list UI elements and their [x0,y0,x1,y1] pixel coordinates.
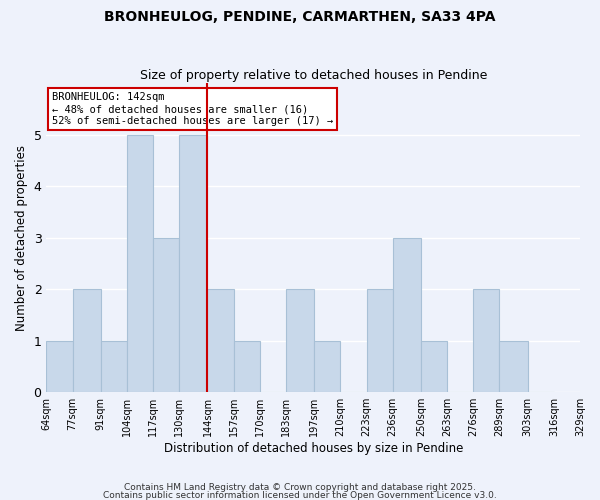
Text: BRONHEULOG: 142sqm
← 48% of detached houses are smaller (16)
52% of semi-detache: BRONHEULOG: 142sqm ← 48% of detached hou… [52,92,333,126]
Bar [286,289,314,392]
Bar [233,340,260,392]
Bar [179,134,208,392]
Bar [473,289,499,392]
Text: Contains public sector information licensed under the Open Government Licence v3: Contains public sector information licen… [103,490,497,500]
Bar [393,238,421,392]
Bar [101,340,127,392]
X-axis label: Distribution of detached houses by size in Pendine: Distribution of detached houses by size … [164,442,463,455]
Bar [499,340,527,392]
Bar [208,289,233,392]
Text: Contains HM Land Registry data © Crown copyright and database right 2025.: Contains HM Land Registry data © Crown c… [124,483,476,492]
Bar [153,238,179,392]
Bar [73,289,101,392]
Text: BRONHEULOG, PENDINE, CARMARTHEN, SA33 4PA: BRONHEULOG, PENDINE, CARMARTHEN, SA33 4P… [104,10,496,24]
Bar [127,134,153,392]
Bar [314,340,340,392]
Title: Size of property relative to detached houses in Pendine: Size of property relative to detached ho… [140,69,487,82]
Bar [46,340,73,392]
Bar [421,340,447,392]
Y-axis label: Number of detached properties: Number of detached properties [15,144,28,330]
Bar [367,289,393,392]
